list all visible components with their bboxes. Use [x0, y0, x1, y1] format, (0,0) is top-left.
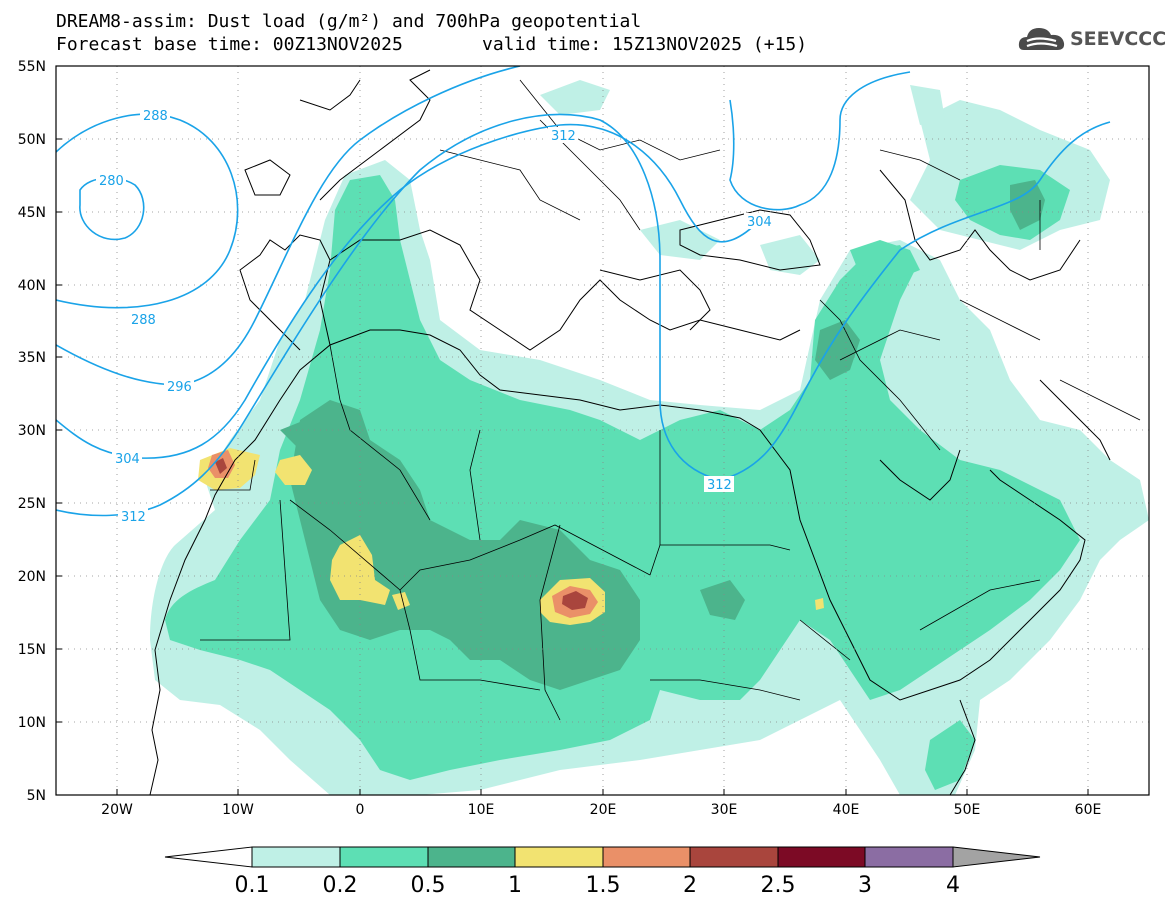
colorbar-swatch	[251, 846, 341, 868]
lat-label: 20N	[18, 569, 46, 585]
lat-label: 50N	[18, 132, 46, 148]
logo-text: SEEVCCC	[1070, 28, 1165, 50]
colorbar-low-arrow	[164, 846, 253, 868]
contour-label: 304	[747, 215, 772, 230]
lon-label: 60E	[1075, 802, 1102, 818]
colorbar-swatch	[689, 846, 779, 868]
lat-label: 45N	[18, 205, 46, 221]
map-title: DREAM8-assim: Dust load (g/m²) and 700hP…	[56, 11, 642, 32]
lat-label: 55N	[18, 59, 46, 75]
contour-label: 288	[131, 313, 156, 328]
colorbar-label: 0.5	[411, 873, 446, 898]
colorbar-label: 1.5	[586, 873, 621, 898]
contour-label: 304	[115, 452, 140, 467]
lat-label: 5N	[27, 788, 46, 804]
cloud-logo-icon	[1018, 28, 1065, 50]
contour-label: 288	[143, 109, 168, 124]
valid-time: valid time: 15Z13NOV2025 (+15)	[482, 34, 808, 55]
contour-label: 312	[551, 129, 576, 144]
lon-label: 20W	[101, 802, 133, 818]
contour-label: 280	[99, 174, 124, 189]
colorbar-label: 3	[858, 873, 872, 898]
lat-label: 40N	[18, 278, 46, 294]
colorbar-swatch	[339, 846, 429, 868]
lon-label: 0	[356, 802, 365, 818]
lon-label: 10W	[222, 802, 254, 818]
colorbar-label: 2.5	[761, 873, 796, 898]
lat-label: 10N	[18, 715, 46, 731]
graticule	[56, 66, 1149, 795]
colorbar-label: 0.1	[235, 873, 270, 898]
country-borders	[200, 79, 1141, 721]
colorbar-label: 0.2	[323, 873, 358, 898]
forecast-base-time: Forecast base time: 00Z13NOV2025	[56, 34, 403, 55]
colorbar-label: 2	[683, 873, 697, 898]
colorbar-swatch	[514, 846, 604, 868]
lat-label: 35N	[18, 350, 46, 366]
contour-label: 312	[121, 510, 146, 525]
lon-label: 30E	[711, 802, 738, 818]
lat-label: 25N	[18, 496, 46, 512]
colorbar: 0.1 0.2 0.5 1 1.5 2 2.5 3 4	[164, 846, 1041, 898]
lon-label: 10E	[468, 802, 495, 818]
colorbar-high-arrow	[952, 846, 1041, 868]
lat-label: 30N	[18, 423, 46, 439]
contour-label: 312	[707, 478, 732, 493]
colorbar-label: 1	[508, 873, 522, 898]
contour-label: 296	[167, 380, 192, 395]
dust-level-2	[215, 458, 588, 610]
geopotential-contours	[56, 66, 1111, 517]
colorbar-swatch	[777, 846, 866, 868]
latitude-labels: 55N 50N 45N 40N 35N 30N 25N 20N 15N 10N …	[18, 59, 46, 804]
lon-label: 20E	[590, 802, 617, 818]
contour-labels: 288 280 312 304 288 296 304 312 312	[96, 107, 774, 525]
lat-label: 15N	[18, 642, 46, 658]
longitude-labels: 20W 10W 0 10E 20E 30E 40E 50E 60E	[101, 802, 1101, 818]
colorbar-swatch	[864, 846, 954, 868]
lon-label: 40E	[833, 802, 860, 818]
axis-ticks	[56, 65, 1089, 796]
colorbar-swatch	[602, 846, 691, 868]
lon-label: 50E	[954, 802, 981, 818]
colorbar-swatch	[427, 846, 516, 868]
seevccc-logo: SEEVCCC	[1018, 24, 1165, 54]
colorbar-label: 4	[946, 873, 960, 898]
